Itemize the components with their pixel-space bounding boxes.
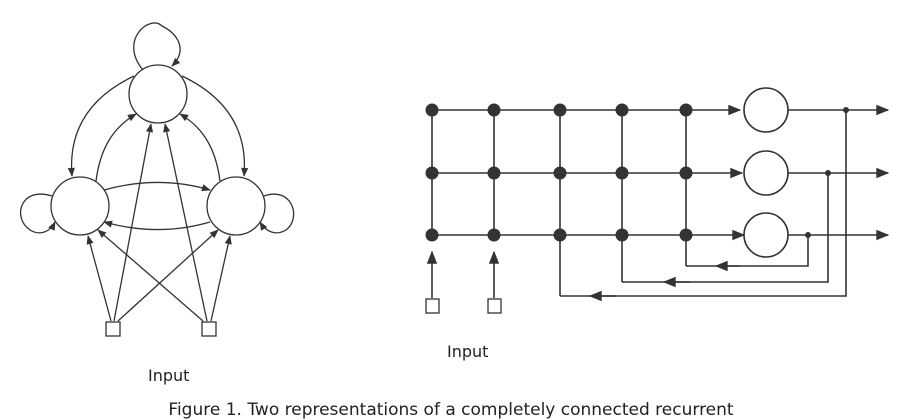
edge-top-to-left — [67, 75, 135, 177]
edge-top-to-right — [181, 75, 249, 177]
junction-r3-c1 — [425, 228, 439, 242]
junction-r3-c3 — [553, 228, 567, 242]
junction-r1-c1 — [425, 103, 439, 117]
edge-right-to-top — [179, 113, 221, 182]
junction-r3-c2 — [487, 228, 501, 242]
input-left-to-top — [113, 123, 154, 322]
input-left-to-right — [117, 229, 219, 322]
junction-r3-c5 — [679, 228, 693, 242]
junction-r1-c4 — [615, 103, 629, 117]
junction-r2-c3 — [553, 166, 567, 180]
edge-left-to-top — [95, 113, 137, 182]
matrix-input-box-2 — [487, 298, 502, 314]
output-tap-2 — [825, 170, 831, 176]
self-loop-top — [133, 22, 181, 71]
input-label-right: Input — [447, 342, 489, 361]
input-label-left: Input — [148, 366, 190, 385]
self-loop-left — [20, 193, 56, 234]
junction-r1-c3 — [553, 103, 567, 117]
junction-r1-c5 — [679, 103, 693, 117]
neuron-right — [206, 176, 266, 236]
self-loop-right — [259, 193, 295, 234]
input-left-to-left — [86, 235, 112, 322]
edge-right-to-left — [103, 220, 211, 231]
input-right-to-left — [97, 229, 204, 322]
graph-representation — [20, 22, 295, 337]
output-tap-3 — [805, 232, 811, 238]
feedback-path-2 — [622, 173, 829, 283]
junction-r1-c2 — [487, 103, 501, 117]
crossbar-representation — [425, 87, 890, 314]
matrix-input-box-1 — [425, 298, 440, 314]
input-right-to-right — [210, 235, 232, 322]
neuron-top — [128, 64, 188, 124]
junction-r3-c4 — [615, 228, 629, 242]
edge-left-to-right — [103, 181, 211, 192]
junction-r2-c1 — [425, 166, 439, 180]
figure-caption: Figure 1. Two representations of a compl… — [168, 400, 734, 420]
neuron-left — [50, 176, 110, 236]
feedback-path-1 — [560, 110, 847, 297]
output-neuron-1 — [743, 87, 789, 133]
input-right-to-top — [163, 123, 208, 322]
input-box-right — [201, 321, 217, 337]
junction-r2-c2 — [487, 166, 501, 180]
junction-r2-c5 — [679, 166, 693, 180]
input-box-left — [105, 321, 121, 337]
output-neuron-2 — [743, 150, 789, 196]
output-tap-1 — [843, 107, 849, 113]
junction-r2-c4 — [615, 166, 629, 180]
output-neuron-3 — [743, 212, 789, 258]
junction-dots — [425, 103, 849, 242]
